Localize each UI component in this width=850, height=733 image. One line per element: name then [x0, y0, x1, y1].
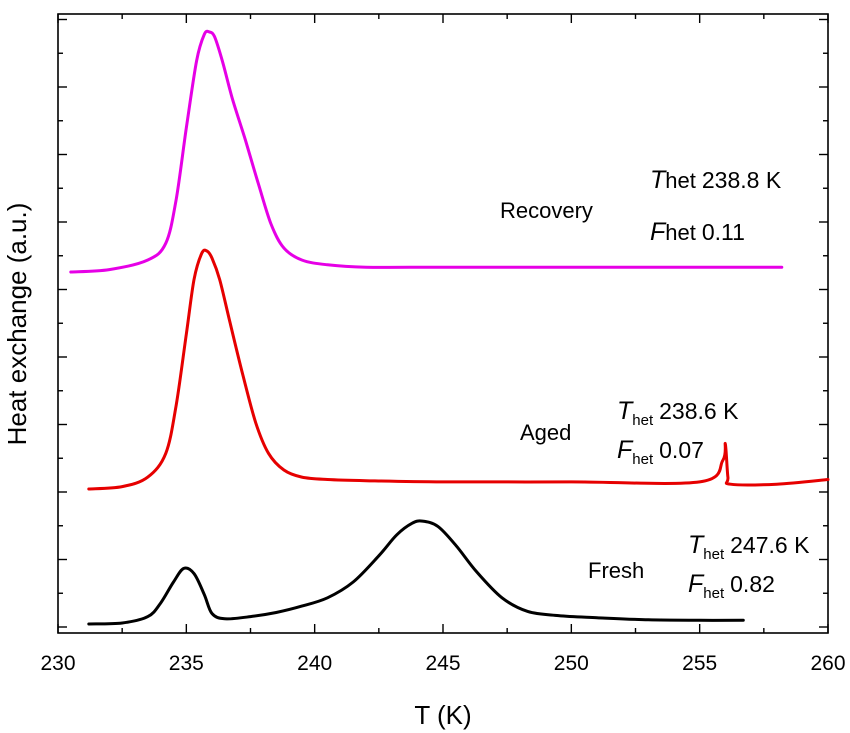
annotation-f-het-recovery: Fhet 0.11	[650, 218, 745, 246]
series-line-fresh	[87, 519, 745, 626]
x-tick-label: 235	[169, 652, 204, 675]
series-line-aged	[87, 248, 830, 491]
y-axis-ticks	[58, 18, 828, 628]
x-tick-label: 260	[810, 652, 845, 675]
x-axis-ticks: 230 235 240 245 250 255 260	[40, 14, 846, 675]
series-label-fresh: Fresh	[588, 558, 644, 583]
x-tick-label: 230	[40, 652, 75, 675]
annotation-t-het-fresh: Thet 247.6 K	[688, 531, 810, 563]
x-tick-label: 255	[682, 652, 717, 675]
plot-frame	[57, 13, 829, 634]
x-tick-label: 240	[297, 652, 332, 675]
series-line-recovery	[69, 29, 784, 274]
annotation-t-het-aged: Thet 238.6 K	[617, 397, 739, 429]
annotation-f-het-fresh: Fhet 0.82	[688, 570, 775, 602]
annotations: Recovery Thet 238.8 K Fhet 0.11 Aged Thet 238.6…	[500, 166, 810, 602]
series-label-recovery: Recovery	[500, 198, 593, 223]
series-layer	[69, 29, 830, 626]
x-tick-label: 245	[425, 652, 460, 675]
y-axis-label: Heat exchange (a.u.)	[2, 203, 32, 446]
x-tick-label: 250	[554, 652, 589, 675]
annotation-t-het-recovery: Thet 238.8 K	[650, 166, 782, 194]
series-label-aged: Aged	[520, 420, 571, 445]
annotation-f-het-aged: Fhet 0.07	[617, 436, 704, 468]
x-axis-label: T (K)	[414, 700, 471, 730]
